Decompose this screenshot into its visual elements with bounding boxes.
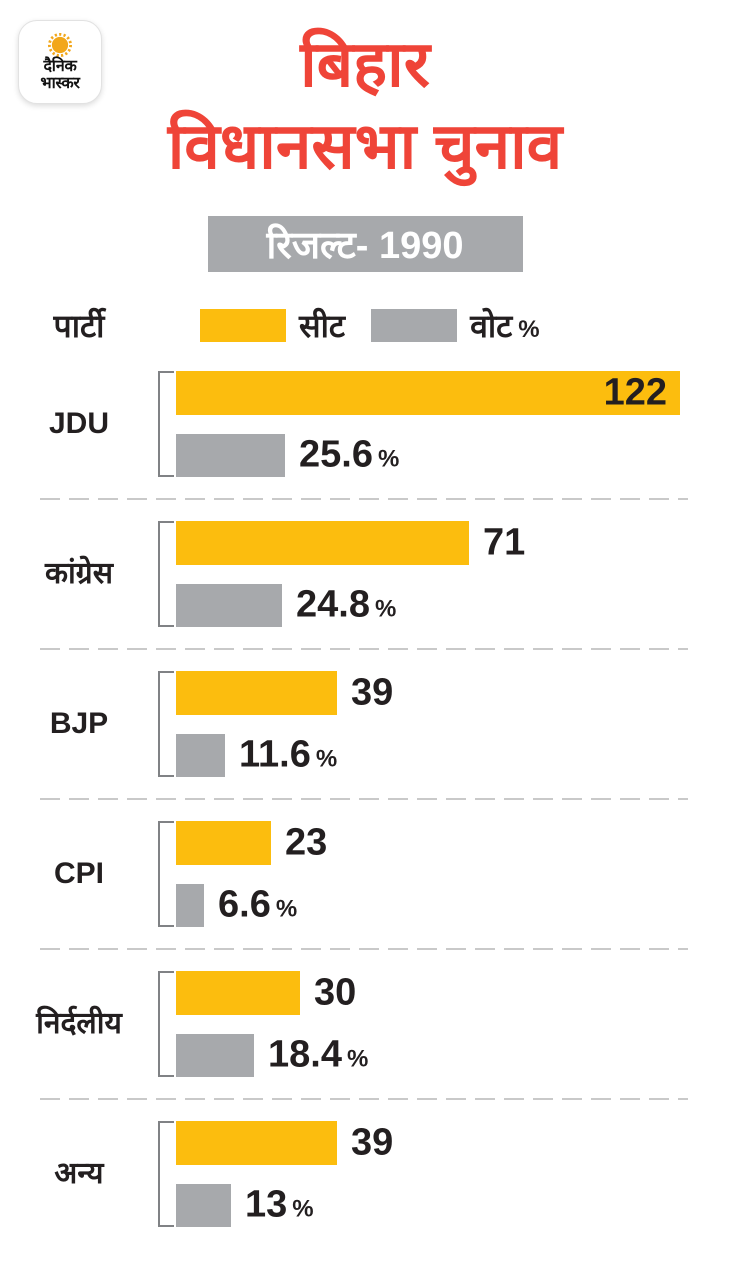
title-line1: बिहार	[300, 28, 430, 100]
row-bracket	[158, 970, 174, 1077]
seat-legend-label: सीट	[299, 308, 346, 345]
seat-value: 23	[285, 821, 328, 864]
percent-sign: %	[275, 895, 298, 923]
row-bracket	[158, 520, 174, 627]
vote-bar: 11.6%	[176, 733, 337, 777]
percent-sign: %	[377, 445, 400, 473]
title-line2: विधानसभा चुनाव	[167, 109, 563, 182]
percent-sign: %	[374, 595, 397, 623]
bar-group: 30 18.4%	[176, 970, 680, 1077]
party-label: निर्दलीय	[36, 1007, 122, 1041]
party-label: BJP	[49, 707, 109, 741]
row-bracket	[158, 370, 174, 477]
seat-value: 30	[314, 971, 357, 1014]
vote-value: 6.6%	[218, 884, 297, 927]
vote-value: 18.4%	[268, 1034, 368, 1077]
bar-group: 23 6.6%	[176, 820, 680, 927]
vote-bar: 6.6%	[176, 883, 297, 927]
logo-line1: दैनिक	[43, 57, 77, 75]
subtitle-text: रिजल्ट- 1990	[266, 224, 464, 267]
seat-bar: 39	[176, 670, 393, 715]
seat-value: 71	[483, 521, 526, 564]
vote-bar: 25.6%	[176, 433, 399, 477]
vote-value: 11.6%	[239, 734, 337, 777]
chart-row-others: अन्य 39 13%	[0, 1100, 730, 1248]
seat-bar: 71	[176, 520, 525, 565]
vote-number: 13	[245, 1183, 288, 1226]
chart-row-jdu: JDU 122 25.6%	[0, 350, 730, 498]
seat-bar: 23	[176, 820, 327, 865]
seat-value: 39	[351, 671, 394, 714]
row-separator	[40, 647, 688, 650]
party-label: अन्य	[54, 1157, 104, 1191]
row-bracket	[158, 820, 174, 927]
vote-bar: 24.8%	[176, 583, 396, 627]
chart-rows: JDU 122 25.6% कांग्रेस 71 24.8%	[0, 350, 730, 1248]
seat-bar: 30	[176, 970, 356, 1015]
seat-bar: 39	[176, 1120, 393, 1165]
vote-value: 13%	[245, 1184, 314, 1227]
row-separator	[40, 497, 688, 500]
vote-legend-swatch	[371, 309, 458, 343]
percent-sign: %	[346, 1045, 369, 1073]
bar-group: 39 13%	[176, 1120, 680, 1227]
vote-legend-label: वोट%	[470, 304, 540, 347]
vote-number: 11.6	[239, 733, 311, 776]
row-bracket	[158, 670, 174, 777]
seat-value: 122	[603, 371, 667, 414]
logo-text: दैनिक भास्कर	[40, 57, 80, 93]
subtitle-band: रिजल्ट- 1990	[207, 215, 523, 272]
seat-legend-swatch	[200, 309, 286, 343]
chart-row-bjp: BJP 39 11.6%	[0, 650, 730, 798]
seat-bar: 122	[176, 370, 680, 415]
vote-value: 25.6%	[299, 434, 399, 477]
bar-group: 122 25.6%	[176, 370, 680, 477]
row-bracket	[158, 1120, 174, 1227]
chart-row-congress: कांग्रेस 71 24.8%	[0, 500, 730, 648]
chart-row-cpi: CPI 23 6.6%	[0, 800, 730, 948]
vote-number: 6.6	[218, 883, 271, 926]
party-column-header: पार्टी	[53, 308, 105, 345]
bar-group: 39 11.6%	[176, 670, 680, 777]
sun-icon	[47, 32, 73, 57]
row-separator	[40, 1097, 688, 1100]
page-title: बिहार विधानसभा चुनाव	[0, 0, 730, 188]
vote-number: 25.6	[299, 433, 373, 476]
party-label: JDU	[48, 407, 109, 441]
party-label: कांग्रेस	[44, 557, 113, 591]
bar-group: 71 24.8%	[176, 520, 680, 627]
row-separator	[40, 947, 688, 950]
logo-line2: भास्कर	[40, 74, 80, 92]
party-label: CPI	[53, 857, 104, 891]
legend: पार्टी सीट वोट%	[0, 306, 730, 346]
vote-number: 24.8	[296, 583, 370, 626]
vote-value: 24.8%	[296, 584, 396, 627]
dainik-bhaskar-logo: दैनिक भास्कर	[18, 20, 102, 104]
vote-bar: 18.4%	[176, 1033, 368, 1077]
percent-sign: %	[518, 316, 540, 344]
vote-legend-text: वोट	[470, 308, 513, 345]
chart-row-independent: निर्दलीय 30 18.4%	[0, 950, 730, 1098]
row-separator	[40, 797, 688, 800]
percent-sign: %	[315, 745, 338, 773]
percent-sign: %	[292, 1195, 314, 1223]
seat-value: 39	[351, 1121, 394, 1164]
vote-number: 18.4	[268, 1033, 342, 1076]
vote-bar: 13%	[176, 1183, 314, 1227]
